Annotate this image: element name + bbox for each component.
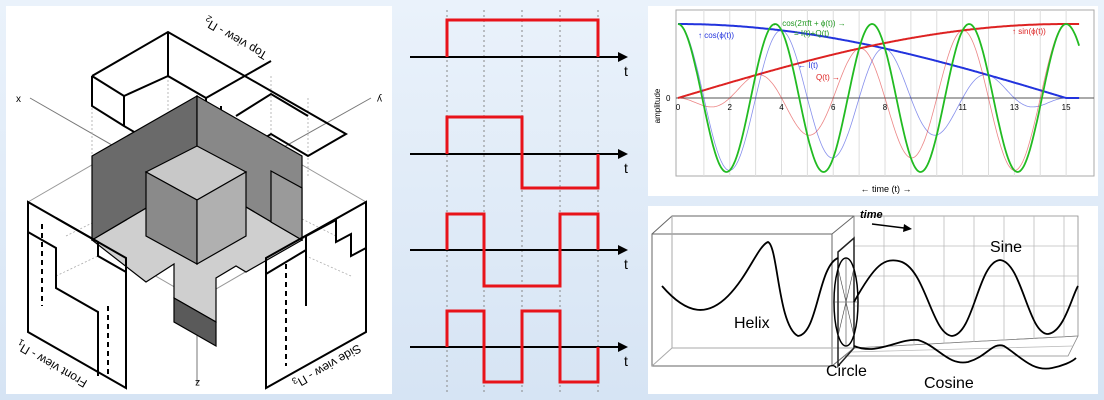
sine-curve xyxy=(853,259,1079,337)
projection-grid-box xyxy=(842,215,1079,357)
x-tick-label: 0 xyxy=(676,103,681,112)
i-annotation: ← I(t) xyxy=(798,61,818,70)
x-tick-label: 8 xyxy=(883,103,888,112)
sine-label: Sine xyxy=(990,239,1022,256)
helix-box xyxy=(651,215,855,367)
time-gridlines xyxy=(446,10,599,392)
cos-envelope xyxy=(678,23,1080,99)
helix-panel: time Sine Helix Circle Cosine xyxy=(648,206,1098,394)
waveform-2: t xyxy=(410,115,628,190)
t-label: t xyxy=(624,160,628,176)
zero-tick: 0 xyxy=(666,94,671,103)
front-view xyxy=(27,200,127,390)
helix-curve xyxy=(661,241,839,337)
t-label: t xyxy=(624,256,628,272)
time-arrowhead xyxy=(903,224,912,232)
x-tick-label: 11 xyxy=(958,103,967,112)
waveform-4: t xyxy=(410,309,628,384)
sum-signal xyxy=(677,23,1080,173)
circle-label: Circle xyxy=(826,363,867,380)
q-component xyxy=(678,23,1080,171)
x-tick-label: 2 xyxy=(728,103,733,112)
waveform-3: t xyxy=(410,212,628,288)
t-label: t xyxy=(624,353,628,369)
curves xyxy=(677,23,1080,173)
waveform-1: t xyxy=(410,18,628,79)
sum-annotation-line2: = I(t)+Q(t) xyxy=(794,29,829,38)
side-view xyxy=(265,200,367,390)
cos-phi-annotation: ↑ cos(ϕ(t)) xyxy=(698,31,734,40)
sum-annotation-line1: ← cos(2πft + ϕ(t)) → xyxy=(772,19,846,28)
cosine-label: Cosine xyxy=(924,375,974,392)
projection-drawing: x y z Top view - Π2 xyxy=(16,13,382,392)
t-label: t xyxy=(624,63,628,79)
x-tick-label: 13 xyxy=(1010,103,1019,112)
top-view-label: Top view - Π2 xyxy=(201,13,271,62)
axis-y-label: y xyxy=(377,93,382,104)
x-tick-label: 4 xyxy=(779,103,784,112)
q-annotation: Q(t) → xyxy=(816,73,840,82)
axis-x-label: x xyxy=(16,94,21,105)
helix-drawing: time Sine Helix Circle Cosine xyxy=(651,209,1079,392)
side-view-label: Side view - Π3 xyxy=(290,340,364,392)
time-arrow xyxy=(871,223,905,229)
helix-label: Helix xyxy=(734,315,770,332)
y-axis-label: amplitude xyxy=(653,88,662,123)
iq-chart: 0 amplitude 0 2 4 6 8 11 13 15 ← time (t) → ↑ c… xyxy=(653,9,1095,194)
circle-cross-section xyxy=(833,236,859,368)
waveforms-panel: t t t t xyxy=(402,6,640,394)
solid-object xyxy=(90,94,304,348)
orthographic-projection-panel: x y z Top view - Π2 xyxy=(6,6,392,394)
x-tick-label: 6 xyxy=(831,103,836,112)
i-component xyxy=(677,23,1080,171)
sin-phi-annotation: ↑ sin(ϕ(t)) xyxy=(1012,27,1046,36)
iq-chart-panel: 0 amplitude 0 2 4 6 8 11 13 15 ← time (t) → ↑ c… xyxy=(648,6,1098,196)
cosine-curve xyxy=(853,339,1077,370)
x-ticks: 0 2 4 6 8 11 13 15 xyxy=(676,103,1071,112)
x-tick-label: 15 xyxy=(1062,103,1071,112)
time-label: time xyxy=(860,209,883,221)
sin-envelope xyxy=(677,23,1080,99)
waveform-drawing: t t t t xyxy=(410,10,628,392)
x-axis-label: ← time (t) → xyxy=(861,184,912,194)
axis-z-label: z xyxy=(195,377,200,388)
